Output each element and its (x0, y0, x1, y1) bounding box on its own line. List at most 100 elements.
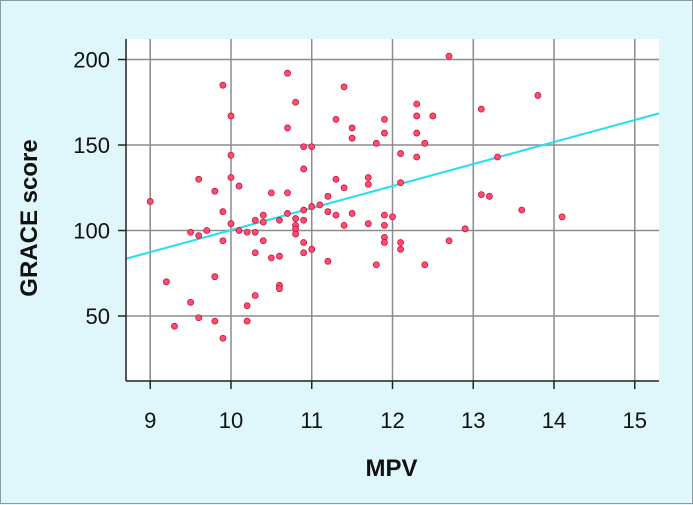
data-point (195, 314, 203, 322)
data-point (235, 182, 243, 190)
data-point (413, 100, 421, 108)
data-point (558, 213, 566, 221)
data-point (445, 52, 453, 60)
data-point (348, 134, 356, 142)
data-point (219, 81, 227, 89)
data-point (243, 302, 251, 310)
x-tick-label: 13 (461, 408, 485, 433)
data-point (332, 175, 340, 183)
y-tick-label: 50 (86, 304, 110, 329)
x-tick-label: 11 (300, 408, 323, 433)
data-point (292, 215, 299, 222)
data-point (251, 216, 259, 224)
data-point (348, 210, 356, 217)
data-point (251, 292, 259, 299)
data-point (340, 83, 348, 91)
data-point (364, 174, 372, 181)
data-point (477, 191, 485, 199)
data-point (292, 230, 299, 238)
data-point (477, 105, 485, 113)
data-point (332, 115, 340, 123)
data-point (284, 189, 291, 197)
x-tick-label: 9 (144, 408, 156, 433)
data-point (284, 124, 291, 132)
data-point (308, 245, 316, 253)
data-point (340, 184, 348, 192)
x-tick-label: 12 (380, 408, 404, 433)
data-point (421, 139, 429, 147)
data-points (146, 52, 566, 342)
data-point (381, 239, 388, 246)
y-axis-title: GRACE score (16, 139, 43, 296)
data-point (219, 237, 227, 245)
data-point (195, 232, 203, 240)
x-tick-label: 10 (219, 408, 243, 433)
fit-line (125, 112, 660, 260)
data-point (324, 192, 332, 200)
data-point (308, 143, 316, 151)
data-point (243, 228, 251, 236)
data-point (413, 129, 421, 137)
data-point (316, 201, 324, 209)
data-point (211, 273, 219, 281)
tick-labels: 9 10 11 12 13 14 15 50 100 150 200 (73, 48, 647, 433)
data-point (518, 206, 526, 214)
data-point (372, 261, 380, 269)
data-point (276, 252, 283, 260)
data-point (276, 285, 283, 293)
data-point (486, 192, 493, 200)
data-point (397, 150, 404, 157)
data-point (251, 249, 259, 257)
data-point (494, 153, 501, 161)
data-point (211, 317, 219, 325)
data-point (389, 213, 396, 221)
data-point (187, 298, 195, 306)
data-point (267, 254, 275, 262)
data-point (381, 211, 388, 219)
data-point (324, 257, 332, 265)
data-point (259, 211, 267, 219)
data-point (171, 322, 178, 330)
data-point (300, 165, 308, 173)
x-tick-label: 14 (542, 408, 566, 433)
data-point (461, 225, 469, 233)
data-point (162, 278, 170, 286)
data-point (259, 218, 267, 226)
data-point (227, 112, 235, 120)
data-point (308, 203, 316, 210)
y-tick-label: 200 (73, 48, 110, 73)
data-point (300, 239, 308, 246)
data-point (259, 237, 267, 245)
data-point (267, 189, 275, 197)
data-point (421, 261, 429, 269)
data-point (284, 210, 291, 217)
data-point (300, 249, 308, 257)
data-point (340, 221, 348, 229)
data-point (187, 228, 195, 236)
data-point (397, 245, 404, 253)
data-point (372, 139, 380, 147)
data-point (381, 129, 388, 137)
data-point (251, 228, 259, 236)
data-point (292, 98, 299, 106)
data-point (364, 220, 372, 228)
y-tick-label: 150 (73, 133, 110, 158)
data-point (397, 179, 404, 187)
data-point (300, 143, 308, 151)
data-point (195, 175, 203, 183)
data-point (364, 180, 372, 188)
data-point (445, 237, 453, 245)
data-point (227, 174, 235, 181)
data-point (276, 216, 283, 224)
gridlines (126, 39, 659, 381)
data-point (332, 211, 340, 219)
data-point (413, 112, 421, 120)
data-point (243, 317, 251, 325)
data-point (534, 92, 542, 99)
data-point (397, 239, 404, 246)
data-point (300, 216, 308, 224)
data-point (381, 115, 388, 123)
data-point (284, 69, 291, 77)
